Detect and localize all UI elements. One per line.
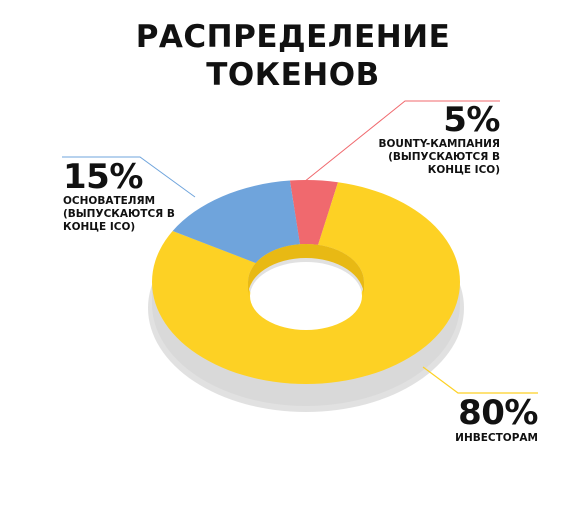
bounty-label-line-1: BOUNTY-КАМПАНИЯ [378, 138, 500, 150]
donut-side-wall [152, 282, 460, 406]
founders-percent-label: 15% [63, 157, 143, 197]
donut-hole [248, 244, 364, 330]
bounty-percent-label: 5% [443, 100, 500, 140]
chart-title-line-2: ТОКЕНОВ [206, 57, 380, 93]
donut-slice-investors [152, 182, 460, 385]
founders-label-line-2: (ВЫПУСКАЮТСЯ В [63, 208, 175, 220]
founders-label-line-3: КОНЦЕ ICO) [63, 221, 136, 233]
donut-slices [152, 180, 460, 385]
donut-hole-inner-wall [248, 244, 364, 296]
leader-line-bounty [298, 100, 500, 187]
donut-slice-founders [172, 180, 300, 263]
investors-label-line-1: ИНВЕСТОРАМ [455, 432, 538, 444]
donut-hole [250, 262, 362, 330]
leader-line-founders [62, 156, 196, 198]
bounty-label-line-2: (ВЫПУСКАЮТСЯ В [388, 151, 500, 163]
leader-line-investors [422, 366, 538, 394]
investors-percent-label: 80% [458, 393, 538, 433]
donut-slice-bounty [289, 180, 339, 245]
founders-label-line-1: ОСНОВАТЕЛЯМ [63, 195, 156, 207]
bounty-label-line-3: КОНЦЕ ICO) [427, 164, 500, 176]
chart-title: РАСПРЕДЕЛЕНИЕ ТОКЕНОВ [0, 18, 586, 94]
chart-title-line-1: РАСПРЕДЕЛЕНИЕ [135, 19, 451, 55]
leader-lines [62, 100, 538, 394]
